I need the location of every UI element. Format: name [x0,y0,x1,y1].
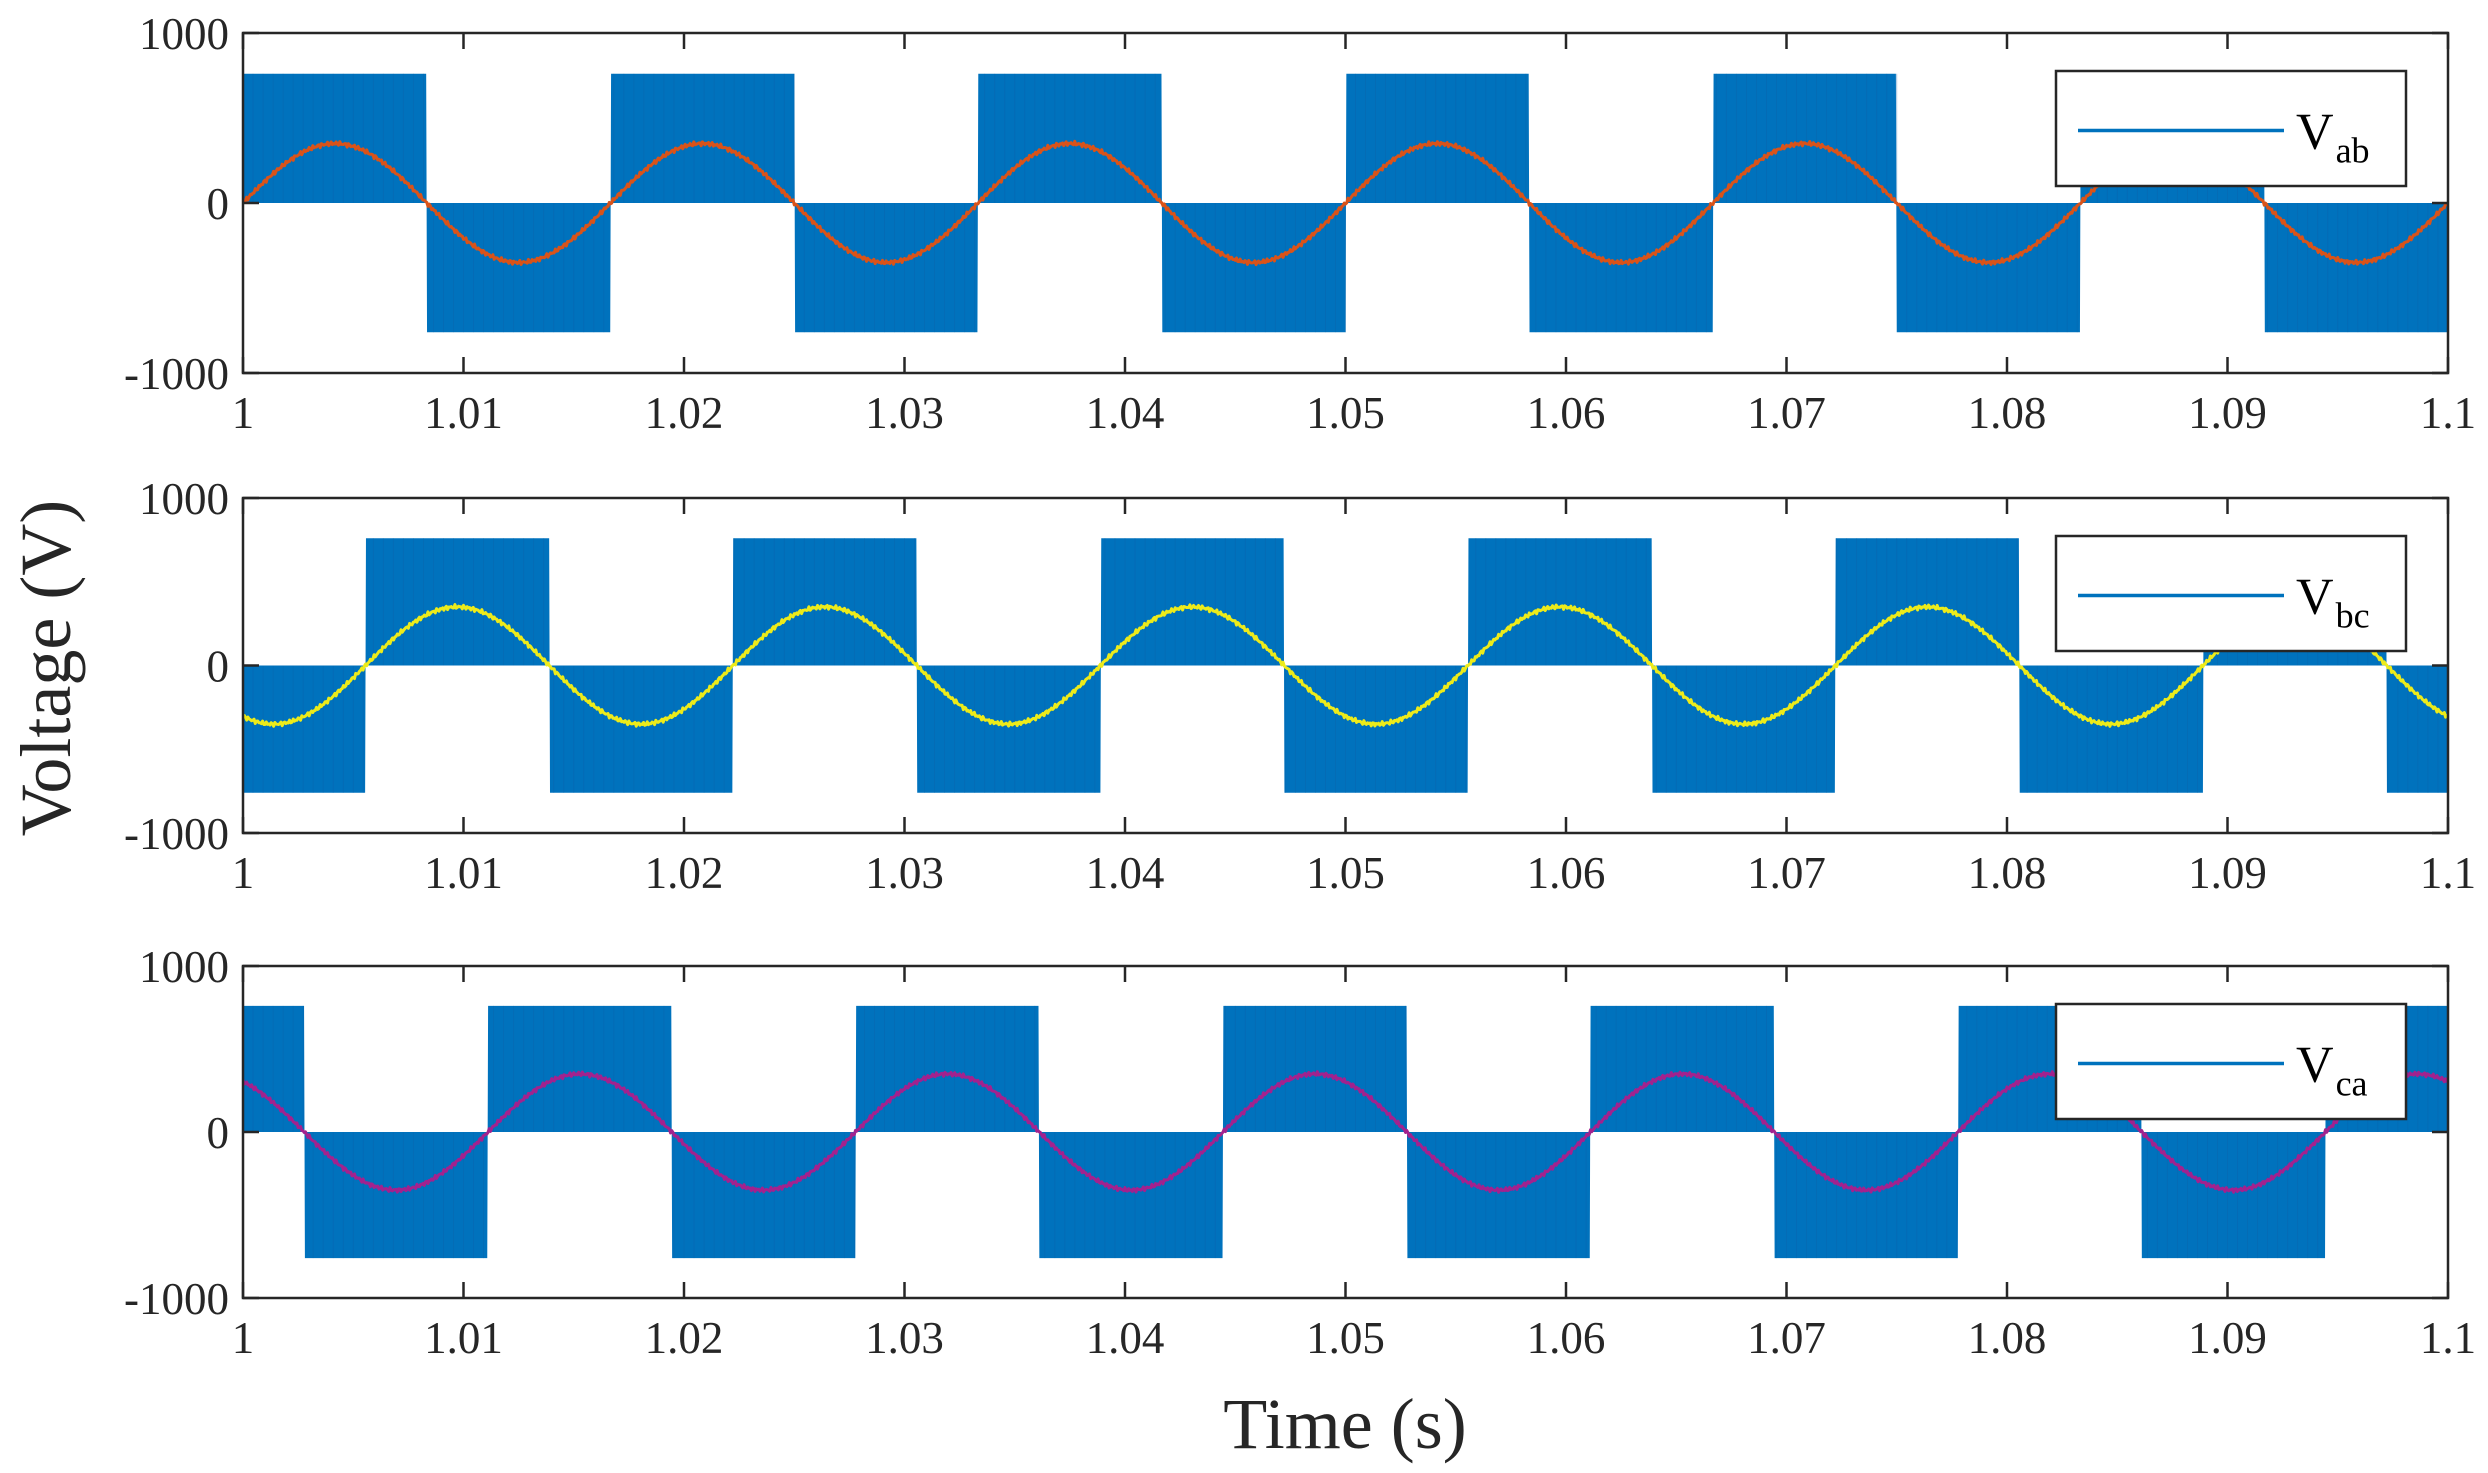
subplot-3: 1 1.01 1.02 1.03 1.04 1.05 1.06 1.07 1.08 1.09 1.1… [124,942,2476,1363]
x-tick-label: 1.08 [1968,1313,2047,1363]
x-tick-label: 1 [232,388,255,438]
legend: Vca [2054,1002,2408,1121]
legend-box [2054,69,2408,188]
x-tick-label: 1.02 [645,848,724,898]
x-tick-label: 1.08 [1968,848,2047,898]
x-tick-label: 1.1 [2420,848,2476,898]
y-tick-label: -1000 [124,349,229,399]
y-tick-label: 0 [207,1108,230,1158]
y-tick-label: 0 [207,179,230,229]
y-tick-label: -1000 [124,1274,229,1324]
x-tick-label: 1.05 [1306,1313,1385,1363]
legend-label: Vca [2296,1037,2368,1104]
subplots: 1 1.01 1.02 1.03 1.04 1.05 1.06 1.07 1.08 1.09 1.1… [124,9,2476,1363]
x-tick-label: 1.02 [645,1313,724,1363]
x-tick-label: 1.03 [865,1313,944,1363]
series-pwm-band [243,1005,2448,1259]
x-tick-label: 1.05 [1306,848,1385,898]
x-tick-label: 1.02 [645,388,724,438]
x-tick-label: 1.04 [1086,848,1165,898]
x-tick-label: 1.01 [424,1313,503,1363]
legend-label-subscript: bc [2336,596,2370,636]
legend-label: Vbc [2296,569,2370,636]
y-axis-title: Voltage (V) [6,500,86,837]
series-fundamental-line [243,139,2448,267]
legend-label-base: V [2296,1037,2334,1094]
legend-box [2054,1002,2408,1121]
legend-label-base: V [2296,104,2334,161]
x-tick-label: 1.04 [1086,388,1165,438]
x-tick-label: 1.1 [2420,388,2476,438]
x-tick-label: 1.06 [1527,388,1606,438]
x-tick-label: 1.09 [2188,1313,2267,1363]
x-tick-label: 1.09 [2188,388,2267,438]
x-tick-label: 1 [232,848,255,898]
x-tick-label: 1.04 [1086,1313,1165,1363]
x-tick-label: 1.08 [1968,388,2047,438]
legend-label: Vab [2296,104,2370,171]
x-tick-label: 1 [232,1313,255,1363]
x-tick-label: 1.07 [1747,848,1826,898]
legend-label-subscript: ab [2336,131,2370,171]
subplot-2: 1 1.01 1.02 1.03 1.04 1.05 1.06 1.07 1.08 1.09 1.1… [124,474,2476,898]
x-axis-title: Time (s) [1223,1384,1466,1464]
x-tick-label: 1.06 [1527,1313,1606,1363]
y-tick-label: 0 [207,642,230,692]
x-tick-label: 1.05 [1306,388,1385,438]
subplot-1: 1 1.01 1.02 1.03 1.04 1.05 1.06 1.07 1.08 1.09 1.1… [124,9,2476,438]
x-tick-label: 1.01 [424,388,503,438]
x-tick-label: 1.06 [1527,848,1606,898]
y-tick-label: 1000 [139,9,229,59]
plot-area [243,538,2448,793]
legend: Vab [2054,69,2408,188]
y-tick-label: 1000 [139,474,229,524]
x-tick-label: 1.07 [1747,388,1826,438]
series-pwm-carrier [243,1005,2448,1259]
x-tick-label: 1.07 [1747,1313,1826,1363]
x-tick-label: 1.01 [424,848,503,898]
y-tick-label: 1000 [139,942,229,992]
series-pwm-band [243,538,2448,793]
legend-box [2054,534,2408,653]
x-tick-label: 1.09 [2188,848,2267,898]
y-tick-label: -1000 [124,809,229,859]
series-fundamental-line [243,603,2448,728]
legend-label-subscript: ca [2336,1064,2368,1104]
legend: Vbc [2054,534,2408,653]
x-tick-label: 1.03 [865,388,944,438]
x-tick-label: 1.1 [2420,1313,2476,1363]
x-tick-label: 1.03 [865,848,944,898]
plot-area [243,73,2448,333]
legend-label-base: V [2296,569,2334,626]
